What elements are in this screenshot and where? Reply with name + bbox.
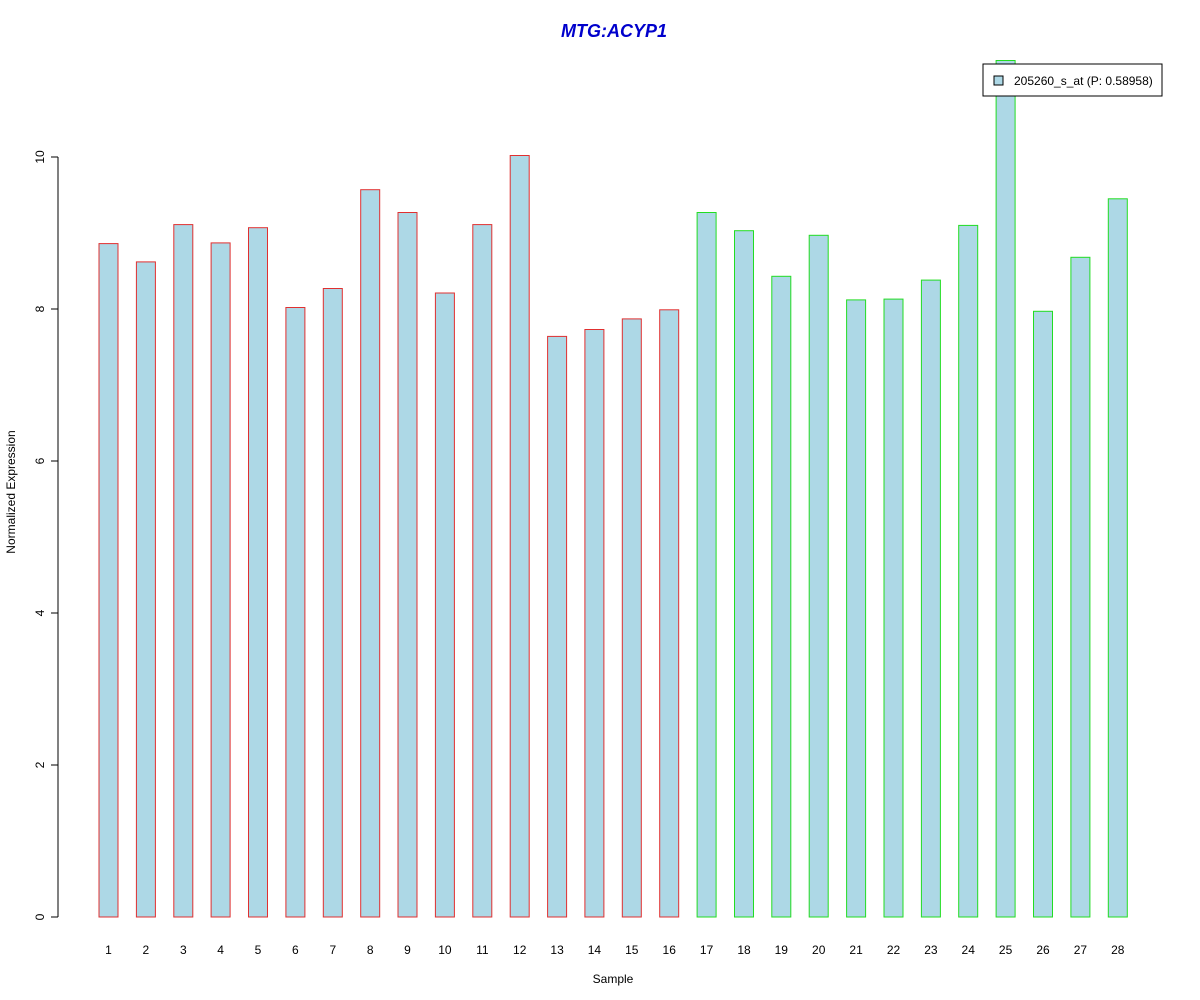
bar-sample-5 — [248, 227, 268, 918]
bars — [98, 60, 1128, 918]
x-tick-label: 9 — [404, 943, 411, 957]
x-tick-label: 8 — [367, 943, 374, 957]
x-tick-label: 10 — [438, 943, 452, 957]
x-tick-label: 7 — [329, 943, 336, 957]
x-tick-label: 16 — [663, 943, 677, 957]
axes: 0 2 4 6 8 10 — [33, 150, 59, 920]
x-tick-label: 28 — [1111, 943, 1125, 957]
x-tick-label: 5 — [255, 943, 262, 957]
bar-sample-27 — [1070, 256, 1091, 918]
legend-label: 205260_s_at (P: 0.58958) — [1014, 74, 1153, 88]
bar-sample-20 — [808, 234, 829, 918]
legend-swatch — [993, 75, 1004, 86]
x-tick-label: 20 — [812, 943, 826, 957]
chart-title: MTG:ACYP1 — [561, 21, 667, 41]
x-tick-label: 22 — [887, 943, 901, 957]
x-tick-label: 4 — [217, 943, 224, 957]
bar-sample-22 — [883, 298, 904, 918]
bar-sample-15 — [621, 318, 642, 918]
x-tick-label: 23 — [924, 943, 938, 957]
bar-sample-9 — [397, 212, 418, 918]
x-tick-label: 6 — [292, 943, 299, 957]
bar-sample-6 — [285, 307, 306, 918]
bar-sample-10 — [434, 292, 455, 918]
x-tick-label: 21 — [849, 943, 863, 957]
bar-sample-18 — [734, 230, 754, 918]
bar-sample-2 — [135, 261, 156, 918]
x-tick-label: 18 — [737, 943, 751, 957]
bar-sample-17 — [696, 212, 717, 918]
bar-sample-4 — [210, 242, 231, 918]
x-tick-label: 19 — [775, 943, 789, 957]
x-tick-label: 1 — [105, 943, 112, 957]
bar-sample-26 — [1033, 310, 1053, 918]
bar-sample-24 — [958, 224, 979, 918]
x-tick-label: 14 — [588, 943, 602, 957]
bar-sample-23 — [920, 279, 941, 918]
bar-sample-8 — [360, 189, 381, 918]
bar-sample-12 — [509, 155, 530, 918]
bar-sample-25 — [995, 60, 1016, 918]
x-tick-label: 13 — [550, 943, 564, 957]
bar-sample-19 — [771, 275, 792, 918]
bar-sample-11 — [472, 224, 493, 918]
x-tick-label: 15 — [625, 943, 639, 957]
x-axis-title: Sample — [593, 972, 634, 986]
y-tick-label: 4 — [33, 609, 47, 616]
bar-sample-7 — [322, 288, 343, 918]
bar-sample-21 — [846, 299, 867, 918]
x-tick-label: 12 — [513, 943, 527, 957]
y-tick-label: 2 — [33, 761, 47, 768]
bar-sample-3 — [173, 224, 194, 918]
x-tick-label: 2 — [143, 943, 150, 957]
legend: 205260_s_at (P: 0.58958) — [982, 63, 1163, 97]
bar-sample-28 — [1107, 198, 1128, 918]
x-tick-label: 17 — [700, 943, 714, 957]
y-tick-label: 6 — [33, 457, 47, 464]
x-tick-label: 26 — [1036, 943, 1050, 957]
x-tick-labels: 1 2 3 4 5 6 7 8 9 10 11 12 13 14 15 16 17 18 19 20 21 22 23 24 2… — [105, 943, 1125, 957]
y-tick-label: 8 — [33, 305, 47, 312]
y-tick-label: 10 — [33, 150, 47, 164]
x-tick-label: 11 — [476, 943, 489, 957]
bar-sample-14 — [584, 329, 605, 918]
bar-sample-1 — [98, 243, 119, 918]
legend-box — [982, 63, 1163, 97]
bar-sample-16 — [659, 309, 680, 918]
x-tick-label: 3 — [180, 943, 187, 957]
bar-sample-13 — [547, 335, 568, 918]
x-tick-label: 24 — [962, 943, 976, 957]
x-tick-label: 27 — [1074, 943, 1088, 957]
y-tick-label: 0 — [33, 913, 47, 920]
y-axis-title: Normalized Expression — [4, 430, 18, 553]
x-tick-label: 25 — [999, 943, 1013, 957]
